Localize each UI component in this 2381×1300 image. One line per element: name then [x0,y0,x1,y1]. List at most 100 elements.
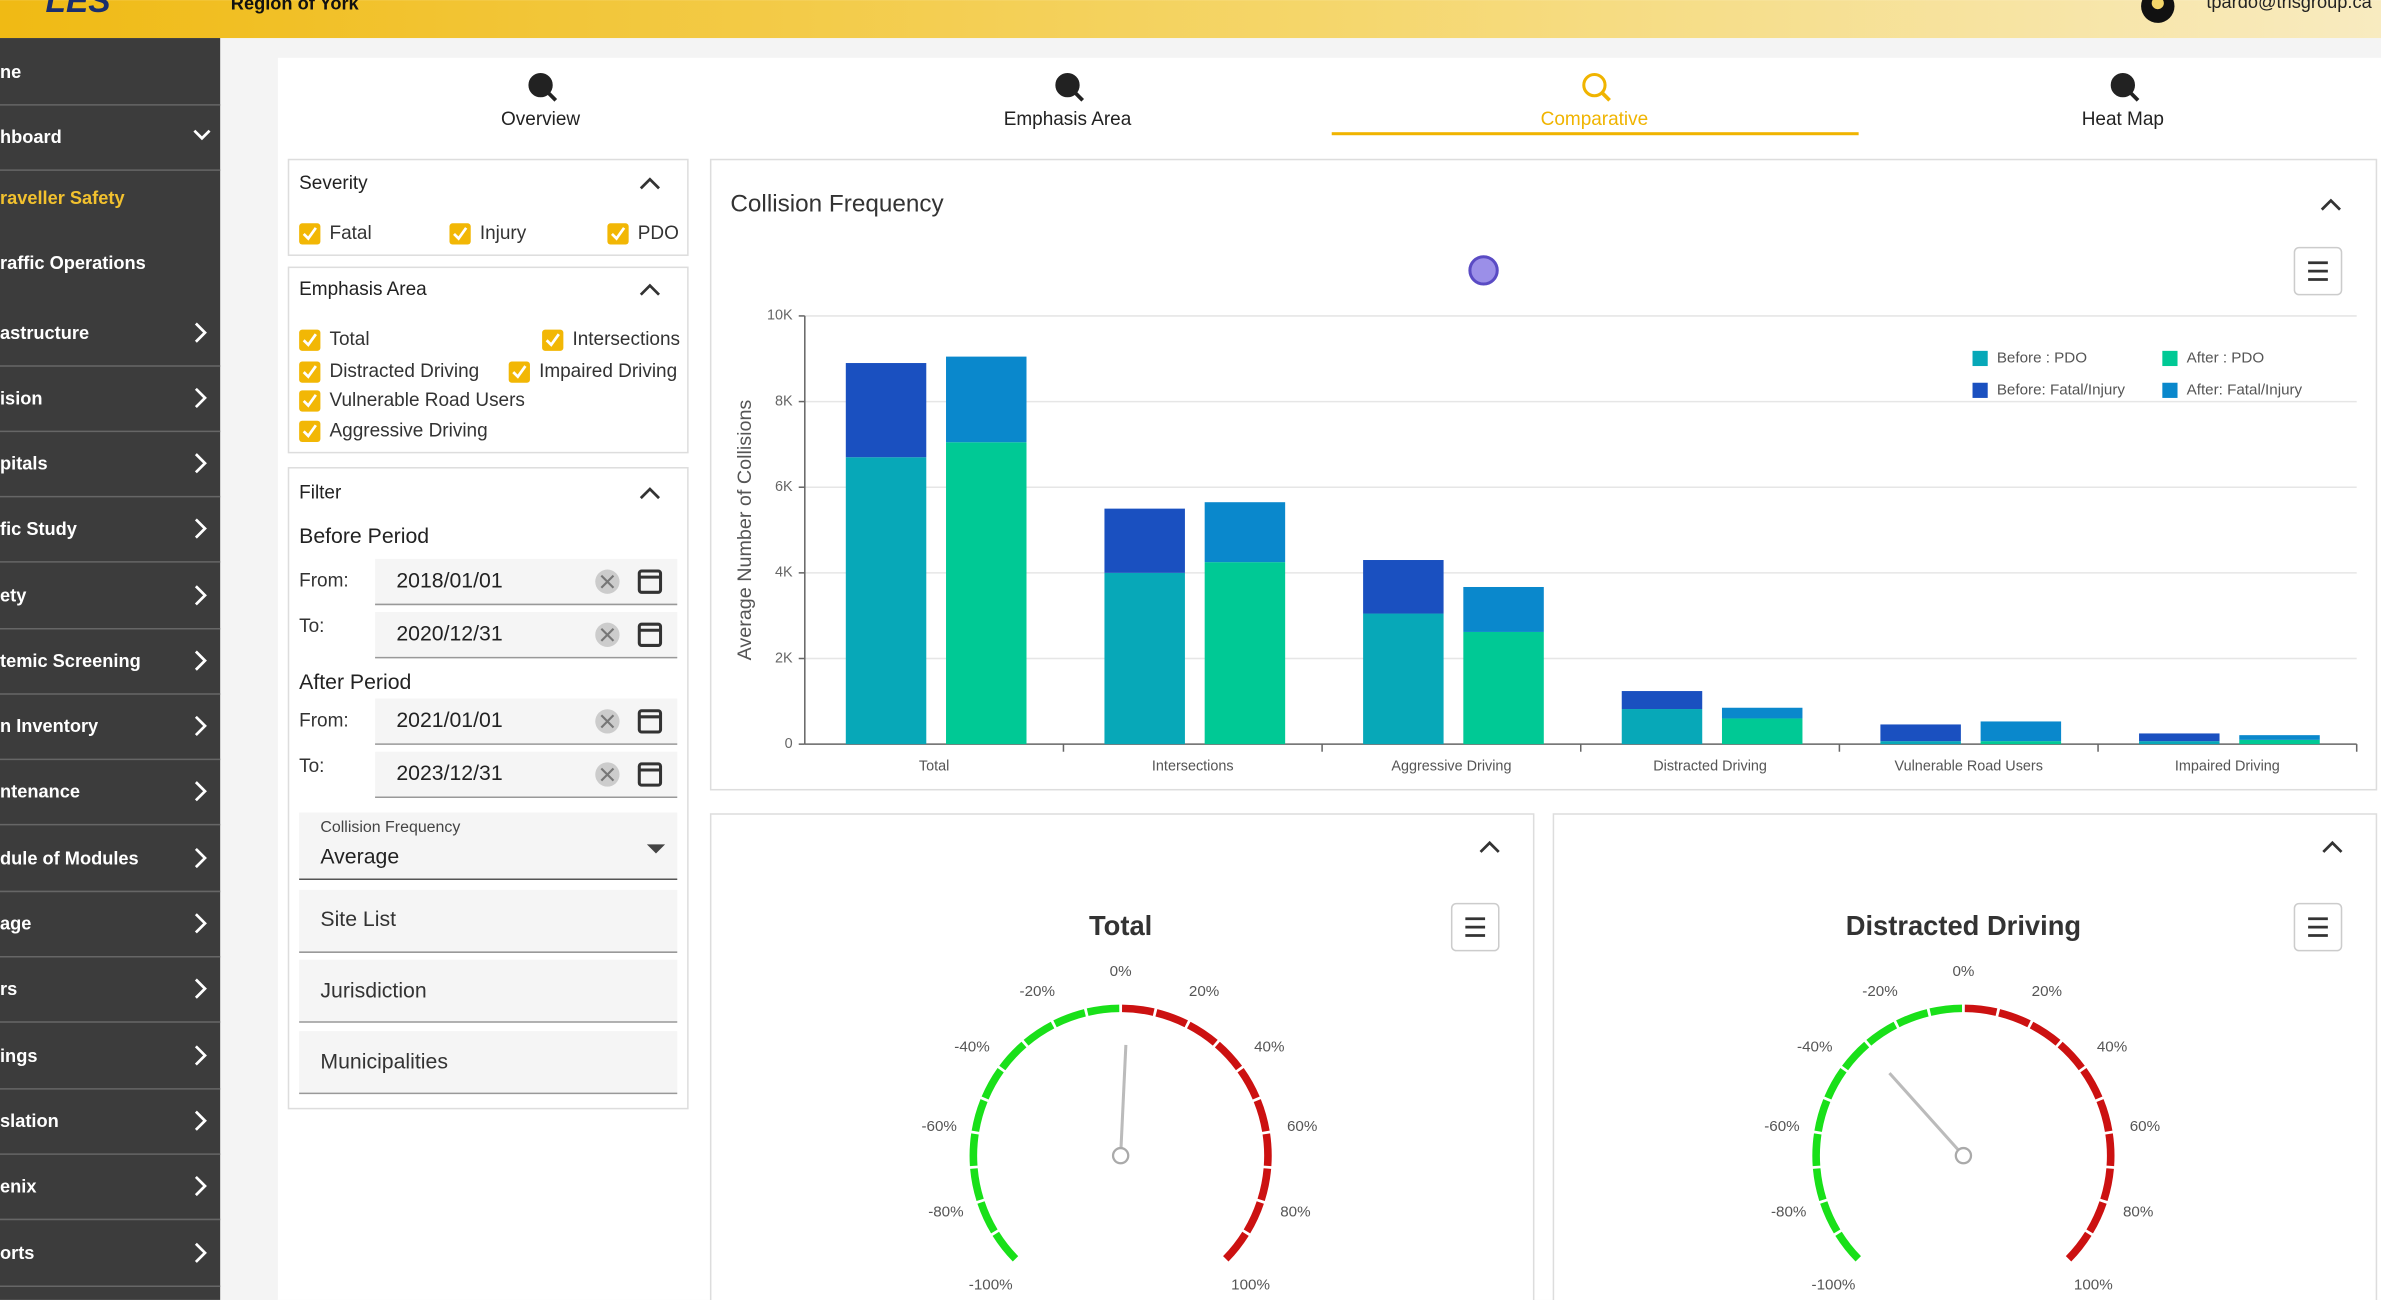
chevron-right [194,715,207,737]
gauge-arc-segment [2029,1021,2061,1046]
bar-segment[interactable] [845,363,927,458]
list-title[interactable]: Municipalities [320,1050,448,1074]
sidebar-item[interactable]: raffic Operations [0,253,146,273]
bar-segment[interactable] [1463,586,1544,632]
checkbox[interactable] [299,329,321,351]
legend-label[interactable]: Before : PDO [1997,349,2087,366]
sidebar-item[interactable]: ision [0,388,43,408]
bar-segment[interactable] [946,442,1027,745]
bar-segment[interactable] [1880,724,1961,742]
list-panel[interactable] [299,889,678,953]
bar-segment[interactable] [1621,691,1703,710]
checkbox[interactable] [607,223,629,245]
tab-label[interactable]: Overview [501,109,580,130]
date-field[interactable] [375,751,678,798]
gauge-tick-label: -20% [1020,983,1055,1000]
gauge-tick [1854,1254,1865,1265]
sidebar-item[interactable]: hboard [0,127,62,147]
gauge-tick-label: 0% [1110,963,1132,980]
sidebar-item[interactable]: age [0,914,31,934]
bar-segment[interactable] [1204,502,1286,563]
collapse-icon[interactable] [2322,840,2343,853]
date-field[interactable] [375,612,678,658]
checkbox-label[interactable]: Intersections [572,329,680,350]
sidebar-item[interactable]: fic Study [0,519,78,539]
calendar-button[interactable] [637,762,663,787]
sidebar-item[interactable]: ety [0,586,27,606]
bar-segment[interactable] [2239,739,2320,745]
bar-segment[interactable] [1980,741,2062,745]
checkbox-label[interactable]: Aggressive Driving [330,420,488,441]
calendar-button[interactable] [637,569,663,594]
tab-label[interactable]: Comparative [1541,109,1649,130]
legend-label[interactable]: Before: Fatal/Injury [1997,381,2126,398]
bar-segment[interactable] [1621,709,1703,745]
date-field[interactable] [375,698,678,745]
bar-segment[interactable] [1721,707,1803,719]
bar-segment[interactable] [1880,741,1961,745]
calendar-button[interactable] [637,709,663,734]
sidebar-item[interactable]: astructure [0,323,89,343]
checkbox[interactable] [299,223,321,245]
checkbox[interactable] [299,420,321,442]
checkbox[interactable] [508,361,530,383]
tab-label[interactable]: Emphasis Area [1004,109,1132,130]
bar-segment[interactable] [2139,733,2220,742]
sidebar-item[interactable]: pitals [0,454,48,474]
collapse-icon[interactable] [639,487,660,500]
collapse-icon[interactable] [639,177,660,190]
collapse-icon[interactable] [1479,840,1500,853]
list-title[interactable]: Jurisdiction [320,978,426,1002]
list-panel[interactable] [299,959,678,1023]
tab-label[interactable]: Heat Map [2082,109,2164,130]
bar-segment[interactable] [1363,613,1444,745]
calendar-button[interactable] [637,622,663,647]
sidebar-item[interactable]: temic Screening [0,651,141,671]
date-field[interactable] [375,558,678,605]
checkbox[interactable] [449,223,471,245]
checkbox-label[interactable]: Distracted Driving [330,361,480,382]
bar-segment[interactable] [1363,560,1444,614]
checkbox-label[interactable]: Vulnerable Road Users [330,390,525,411]
sidebar-item[interactable]: enix [0,1176,36,1196]
checkbox-label[interactable]: Total [330,329,370,350]
sidebar-item[interactable]: ntenance [0,782,80,802]
legend-label[interactable]: After : PDO [2187,349,2265,366]
gauge-arc-segment [2105,1133,2115,1167]
bar-segment[interactable] [1104,572,1185,745]
bar-segment[interactable] [1204,562,1286,745]
checkbox-label[interactable]: Fatal [330,223,372,244]
checkbox[interactable] [542,329,564,351]
bar-segment[interactable] [2239,735,2320,740]
bar-segment[interactable] [845,457,927,745]
gauge-arc-segment [1214,1041,1243,1071]
bar-segment[interactable] [946,356,1027,443]
user-avatar[interactable] [2141,0,2175,23]
legend-label[interactable]: After: Fatal/Injury [2187,381,2303,398]
sidebar-item[interactable]: dule of Modules [0,848,139,868]
sidebar-item[interactable]: ings [0,1046,37,1066]
collapse-icon[interactable] [639,283,660,296]
bar-segment[interactable] [1463,631,1544,745]
list-title[interactable]: Site List [320,907,396,931]
checkbox-label[interactable]: Injury [480,223,527,244]
checkbox[interactable] [299,390,321,412]
bar-segment[interactable] [2139,741,2220,745]
checkbox-label[interactable]: PDO [638,223,679,244]
sidebar-item[interactable]: raveller Safety [0,188,125,208]
bar-segment[interactable] [1980,721,2062,742]
sidebar-item[interactable]: orts [0,1243,34,1263]
checkbox-label[interactable]: Impaired Driving [539,361,677,382]
gauge-arc-segment [2100,1168,2114,1201]
bar-segment[interactable] [1721,718,1803,745]
sidebar-item[interactable]: slation [0,1111,59,1131]
chevron-right [194,1242,207,1263]
sidebar-item[interactable]: n Inventory [0,716,99,736]
collapse-icon[interactable] [2320,198,2341,211]
checkbox[interactable] [299,361,321,383]
sidebar-item[interactable]: ne [0,62,21,82]
list-panel[interactable] [299,1031,678,1094]
select-field[interactable] [299,812,678,880]
sidebar-item[interactable]: rs [0,979,17,999]
bar-segment[interactable] [1104,508,1185,573]
